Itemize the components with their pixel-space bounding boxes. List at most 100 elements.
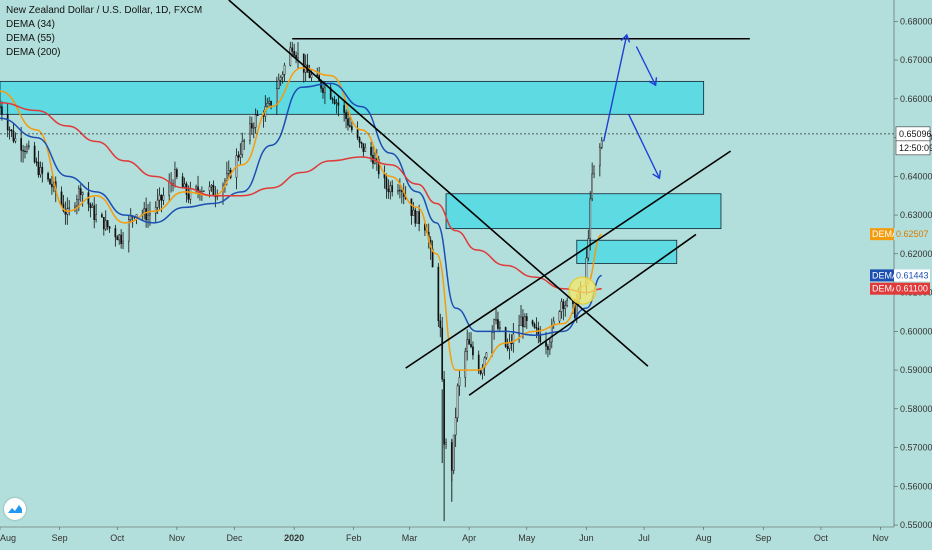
- candle-body: [1, 106, 3, 115]
- candle-body: [76, 199, 78, 207]
- candle: [452, 434, 455, 475]
- candle-body: [12, 130, 15, 142]
- candle-body: [468, 339, 470, 345]
- candle-body: [479, 370, 482, 374]
- candle-body: [114, 228, 117, 238]
- candle-body: [385, 177, 388, 190]
- time-tick-label: Apr: [462, 533, 476, 543]
- candle-body: [35, 161, 38, 163]
- tradingview-logo-icon[interactable]: [4, 498, 26, 520]
- candle-body: [270, 101, 272, 106]
- candle-body: [545, 341, 547, 347]
- candle-body: [329, 87, 332, 100]
- candle-body: [212, 185, 215, 196]
- candle-body: [93, 205, 96, 220]
- candle-body: [464, 351, 467, 378]
- candle: [279, 75, 282, 86]
- candle-body: [237, 155, 240, 158]
- candle-body: [6, 114, 9, 131]
- candle-body: [387, 188, 390, 193]
- candle: [506, 338, 509, 352]
- countdown-tag: 12:50:09: [895, 140, 932, 156]
- candle: [472, 341, 474, 360]
- candle-body: [68, 207, 71, 209]
- candle: [589, 191, 592, 251]
- time-tick-label: Oct: [814, 533, 829, 543]
- candle-body: [243, 140, 246, 142]
- time-tick-label: Nov: [873, 533, 890, 543]
- candle: [560, 298, 563, 319]
- candle: [95, 203, 97, 223]
- candle: [364, 143, 367, 152]
- candle: [41, 162, 44, 183]
- candle-body: [337, 102, 340, 106]
- dema-55-tag-value: 0.61443: [896, 270, 929, 280]
- candle: [345, 109, 347, 129]
- candle-body: [524, 316, 526, 328]
- projection-arrow-2: [635, 46, 658, 87]
- candle: [416, 211, 419, 224]
- study-dema-200[interactable]: DEMA (200): [6, 47, 61, 58]
- projection-arrow-1: [603, 33, 631, 142]
- candle-body: [370, 146, 372, 156]
- candle: [120, 229, 122, 249]
- candle: [283, 62, 286, 82]
- candle-body: [74, 205, 76, 209]
- candle: [485, 351, 488, 360]
- candle: [14, 132, 17, 144]
- candle-body: [49, 178, 51, 185]
- candle-body: [251, 123, 253, 129]
- dema-line-3: [0, 101, 602, 294]
- candle: [512, 322, 515, 353]
- dema-lines: [0, 67, 603, 371]
- study-dema-34[interactable]: DEMA (34): [6, 19, 55, 30]
- candle: [74, 202, 76, 213]
- price-tick-label: 0.62000: [900, 249, 932, 259]
- candle: [458, 370, 461, 396]
- candle: [445, 438, 447, 449]
- candle-body: [491, 332, 494, 354]
- zone-1: [0, 80, 705, 115]
- candle: [183, 177, 186, 188]
- time-axis[interactable]: Aug Sep Oct Nov Dec 2020 Feb Mar Apr May Jun Jul Aug…: [0, 526, 894, 543]
- candle: [347, 111, 349, 131]
- candle-body: [560, 301, 563, 312]
- candle-body: [349, 125, 351, 127]
- candle: [350, 121, 353, 133]
- candle-body: [377, 159, 380, 175]
- candle: [495, 307, 497, 325]
- candle-body: [316, 74, 319, 76]
- candle-body: [24, 150, 26, 153]
- candle: [466, 329, 469, 361]
- candle-body: [504, 327, 507, 347]
- projection-arrow-3: [628, 114, 662, 180]
- last-price-label: 0.65096: [899, 129, 932, 139]
- candle: [439, 313, 442, 338]
- candle-body: [600, 140, 603, 148]
- study-dema-55[interactable]: DEMA (55): [6, 33, 55, 44]
- candle: [524, 313, 526, 328]
- candle: [254, 108, 257, 134]
- candle-body: [135, 214, 138, 218]
- time-tick-label: Sep: [52, 533, 68, 543]
- price-tick-label: 0.63000: [900, 210, 932, 220]
- candle-body: [364, 146, 367, 152]
- candle-body: [472, 346, 474, 356]
- candle-body: [208, 186, 211, 192]
- candle: [499, 320, 501, 332]
- time-tick-label: Dec: [227, 533, 244, 543]
- price-tick-label: 0.64000: [900, 171, 932, 181]
- candle-body: [185, 183, 188, 195]
- candle: [39, 161, 42, 178]
- candle: [337, 96, 340, 117]
- candle-body: [499, 327, 501, 329]
- candle-body: [391, 185, 394, 193]
- candle: [35, 157, 38, 167]
- time-tick-label: Sep: [755, 533, 771, 543]
- candle: [1, 101, 3, 121]
- candle: [51, 175, 53, 195]
- candle-body: [20, 138, 22, 151]
- candle-body: [95, 214, 97, 220]
- candle-body: [283, 65, 286, 75]
